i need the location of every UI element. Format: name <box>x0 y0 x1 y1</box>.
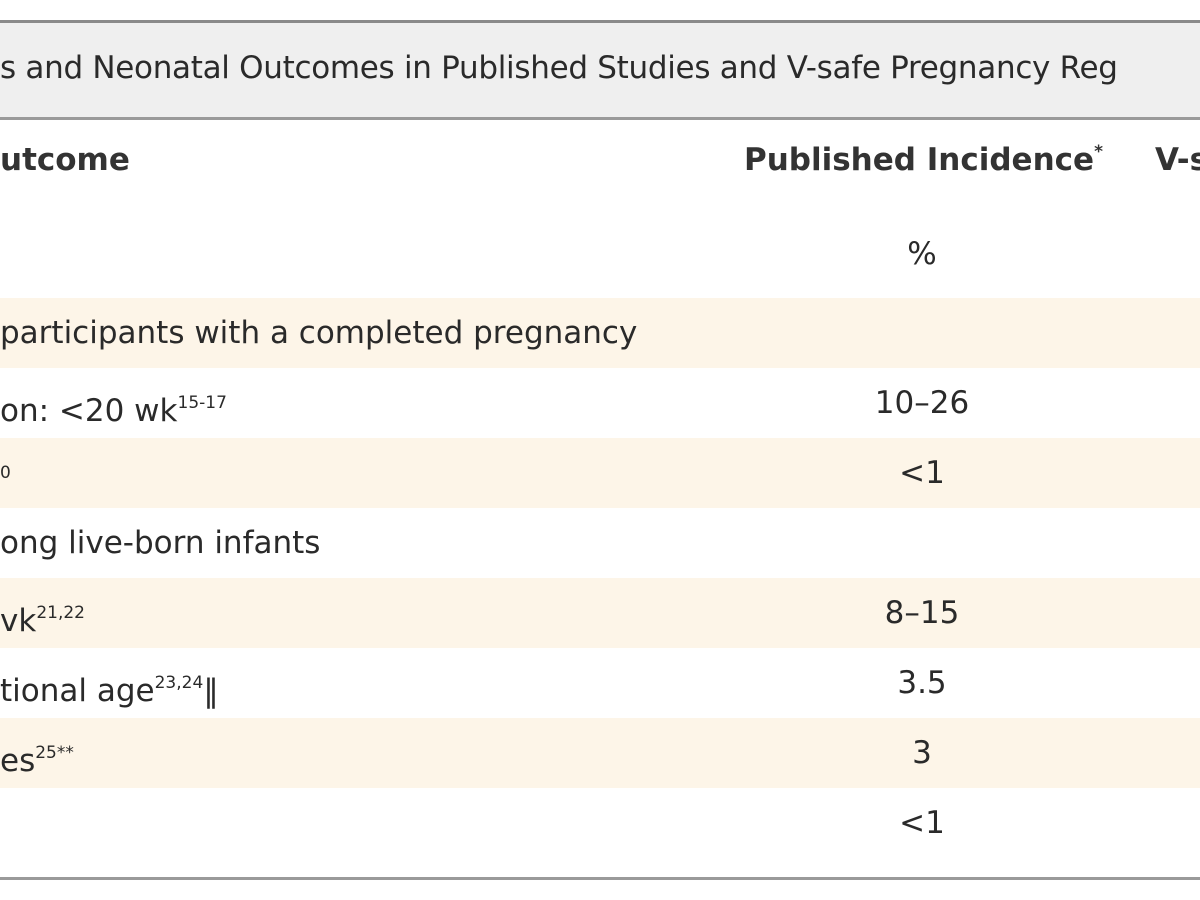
row-label: tional age23,24‖ <box>0 648 219 726</box>
row-label: on: <20 wk15-17 <box>0 368 227 446</box>
published-incidence: 10–26 <box>874 385 970 421</box>
label-text: ong live-born infants <box>0 525 321 561</box>
row-label: ong live-born infants <box>0 508 320 578</box>
label-text: tional age <box>0 673 155 709</box>
reference: 25** <box>35 743 74 763</box>
published-incidence: <1 <box>899 455 945 491</box>
published-header-sup: * <box>1094 142 1103 162</box>
published-incidence: <1 <box>899 805 945 841</box>
row-label: participants with a completed pregnancy <box>0 298 637 368</box>
table-row <box>0 718 1200 788</box>
vsafe-header: V-s <box>1155 142 1200 178</box>
title-rule <box>0 117 1200 120</box>
published-header-text: Published Incidence <box>744 142 1095 178</box>
published-incidence: 8–15 <box>884 595 960 631</box>
published-incidence: 3.5 <box>897 665 947 701</box>
reference: 21,22 <box>36 603 85 623</box>
table-title: s and Neonatal Outcomes in Published Stu… <box>0 50 1118 86</box>
label-text: participants with a completed pregnancy <box>0 315 638 351</box>
outcome-header: utcome <box>0 142 130 178</box>
reference: 23,24 <box>154 673 204 693</box>
row-label: es25** <box>0 718 74 796</box>
table-row <box>0 438 1200 508</box>
reference: 15-17 <box>177 393 227 413</box>
row-label: vk21,22 <box>0 578 85 656</box>
label-text: on: <20 wk <box>0 393 178 429</box>
reference: 0 <box>0 463 11 483</box>
footnote-mark: ‖ <box>203 673 219 709</box>
label-text: es <box>0 743 36 779</box>
label-text: vk <box>0 603 37 639</box>
title-bar <box>0 23 1200 117</box>
bottom-rule <box>0 877 1200 880</box>
section-row <box>0 298 1200 368</box>
row-label: 0 <box>0 438 11 516</box>
published-header: Published Incidence* <box>744 142 1103 178</box>
published-incidence: 3 <box>912 735 932 771</box>
top-rule <box>0 20 1200 23</box>
units: % <box>907 236 937 272</box>
table-row <box>0 578 1200 648</box>
